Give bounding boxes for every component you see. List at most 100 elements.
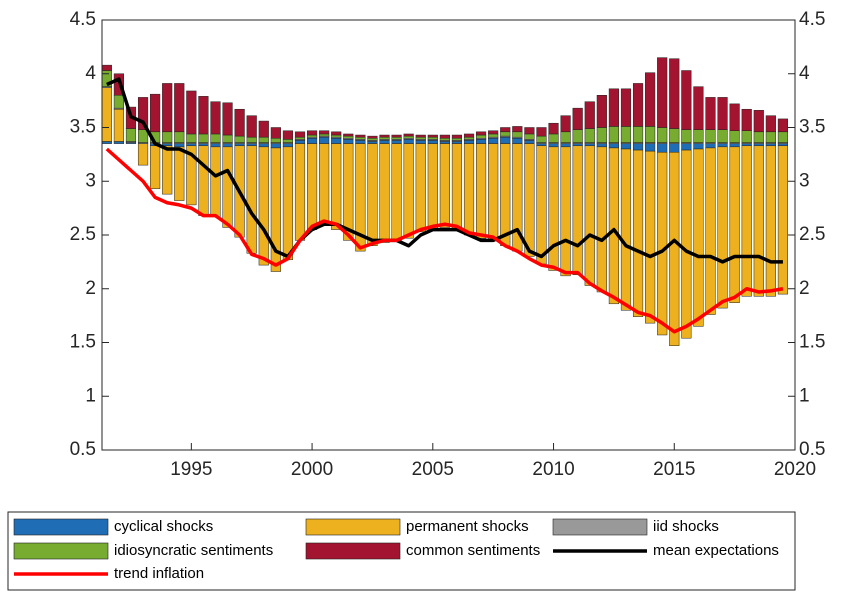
bar-segment bbox=[415, 134, 426, 138]
bar-segment bbox=[174, 131, 185, 143]
y-tick-label: 1.5 bbox=[70, 332, 96, 353]
bar-segment bbox=[331, 138, 342, 144]
bar-segment bbox=[488, 130, 499, 135]
bar-segment bbox=[608, 147, 619, 305]
bar-segment bbox=[717, 129, 728, 143]
bar-segment bbox=[500, 143, 511, 246]
y2-tick-label: 0.5 bbox=[799, 439, 825, 460]
bar-segment bbox=[186, 145, 197, 206]
legend-swatch bbox=[13, 542, 109, 560]
series-line bbox=[105, 147, 784, 334]
bar-segment bbox=[391, 143, 402, 241]
bar-segment bbox=[222, 143, 233, 148]
bar-segment bbox=[306, 134, 318, 138]
x-tick-label: 2010 bbox=[532, 459, 574, 480]
y-tick-label: 2 bbox=[85, 278, 96, 299]
bar-segment bbox=[476, 143, 487, 239]
bar-segment bbox=[270, 147, 281, 272]
bar-segment bbox=[162, 143, 173, 147]
bar-segment bbox=[693, 129, 704, 143]
bar-segment bbox=[753, 143, 764, 147]
bar-segment bbox=[331, 131, 342, 136]
y-tick-label: 2.5 bbox=[70, 224, 96, 245]
bar-segment bbox=[765, 145, 776, 297]
legend-label: idiosyncratic sentiments bbox=[114, 542, 273, 559]
bar-segment bbox=[246, 136, 257, 143]
bar-segment bbox=[427, 136, 438, 140]
bar-segment bbox=[681, 149, 692, 339]
bar-segment bbox=[258, 146, 269, 266]
legend-label: iid shocks bbox=[653, 518, 719, 535]
bar-segment bbox=[693, 86, 704, 130]
y2-tick-label: 3 bbox=[799, 170, 810, 191]
bar-segment bbox=[729, 146, 740, 303]
bar-segment bbox=[741, 145, 752, 297]
bar-segment bbox=[415, 143, 426, 233]
bar-segment bbox=[391, 136, 402, 140]
bar-segment bbox=[222, 146, 233, 228]
bar-segment bbox=[319, 143, 330, 225]
bar-segment bbox=[355, 134, 366, 138]
bar-segment bbox=[391, 140, 402, 144]
bar-segment bbox=[705, 143, 716, 149]
y2-tick-label: 2 bbox=[799, 278, 810, 299]
bar-segment bbox=[476, 139, 487, 144]
bar-segment bbox=[210, 101, 221, 135]
bar-segment bbox=[765, 115, 776, 133]
bar-segment bbox=[282, 143, 294, 148]
bar-segment bbox=[681, 70, 692, 130]
legend-swatch bbox=[305, 542, 401, 560]
bar-segment bbox=[270, 143, 281, 149]
bar-segment bbox=[246, 145, 257, 254]
bar-segment bbox=[222, 102, 233, 136]
bar-segment bbox=[741, 130, 752, 143]
bar-segment bbox=[645, 126, 656, 143]
bar-segment bbox=[367, 141, 378, 144]
bar-segment bbox=[355, 140, 366, 144]
bar-segment bbox=[379, 134, 390, 138]
y-tick-label: 1 bbox=[85, 385, 96, 406]
bar-segment bbox=[294, 140, 306, 144]
bar-segment bbox=[512, 138, 523, 144]
bar-segment bbox=[524, 140, 535, 144]
bar-segment bbox=[379, 143, 390, 243]
y2-tick-label: 1 bbox=[799, 385, 810, 406]
legend-label: permanent shocks bbox=[406, 518, 529, 535]
bar-segment bbox=[403, 133, 414, 137]
bar-segment bbox=[174, 83, 185, 133]
bar-segment bbox=[596, 95, 607, 128]
bar-segment bbox=[512, 131, 523, 138]
bar-segment bbox=[294, 131, 306, 138]
bar-segment bbox=[282, 139, 294, 143]
bar-segment bbox=[548, 133, 559, 143]
bar-segment bbox=[620, 126, 632, 143]
bar-segment bbox=[476, 131, 487, 136]
bar-segment bbox=[753, 145, 764, 297]
bar-segment bbox=[705, 129, 716, 143]
bar-segment bbox=[657, 143, 668, 153]
bar-segment bbox=[657, 57, 668, 128]
bar-segment bbox=[548, 122, 559, 135]
bar-segment bbox=[162, 131, 173, 143]
bar-segment bbox=[560, 143, 571, 148]
bar-segment bbox=[367, 138, 378, 141]
bar-segment bbox=[548, 146, 559, 271]
bar-segment bbox=[488, 143, 499, 241]
bar-segment bbox=[198, 133, 209, 143]
bar-segment bbox=[234, 143, 245, 147]
y2-tick-label: 4 bbox=[799, 63, 810, 84]
bar-segment bbox=[294, 143, 306, 241]
bar-segment bbox=[258, 136, 269, 143]
y-tick-label: 4.5 bbox=[70, 9, 96, 30]
x-tick-label: 2005 bbox=[412, 459, 454, 480]
bar-segment bbox=[379, 140, 390, 144]
bar-segment bbox=[463, 140, 475, 144]
bar-segment bbox=[669, 143, 680, 153]
bar-segment bbox=[222, 134, 233, 143]
bar-segment bbox=[620, 148, 632, 311]
bar-segment bbox=[150, 93, 161, 133]
bar-segment bbox=[524, 143, 535, 257]
bar-segment bbox=[572, 107, 583, 130]
bar-segment bbox=[210, 133, 221, 143]
legend-swatch bbox=[13, 518, 109, 536]
